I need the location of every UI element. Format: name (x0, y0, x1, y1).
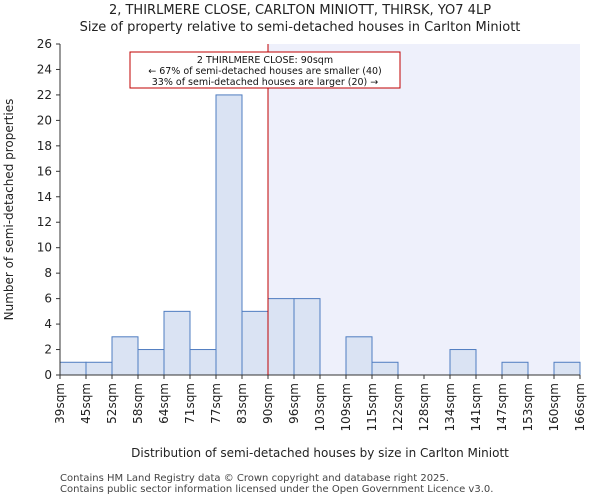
y-axis-label: Number of semi-detached properties (2, 99, 16, 321)
footer-licence: Contains public sector information licen… (60, 484, 494, 495)
x-tick-label: 147sqm (495, 383, 509, 431)
bar-77sqm (215, 94, 243, 376)
x-tick-label: 134sqm (443, 383, 457, 431)
bar-58sqm (137, 349, 165, 376)
x-tick-label: 122sqm (391, 383, 405, 431)
x-tick-label: 71sqm (183, 383, 197, 424)
bar-90sqm (267, 298, 295, 376)
x-tick-label: 115sqm (365, 383, 379, 431)
bar-109sqm (345, 336, 373, 376)
y-tick-label: 18 (37, 139, 52, 153)
x-tick-label: 103sqm (313, 383, 327, 431)
x-tick-label: 77sqm (209, 383, 223, 424)
x-tick-label: 96sqm (287, 383, 301, 424)
x-axis-label: Distribution of semi-detached houses by … (131, 446, 509, 460)
annotation-label: 2 THIRLMERE CLOSE: 90sqm (197, 55, 333, 66)
x-tick-label: 109sqm (339, 383, 353, 431)
y-tick-label: 4 (44, 317, 52, 331)
x-tick-label: 160sqm (547, 383, 561, 431)
y-tick-label: 12 (37, 215, 52, 229)
x-tick-label: 64sqm (157, 383, 171, 424)
x-tick-label: 39sqm (53, 383, 67, 424)
x-tick-label: 166sqm (573, 383, 587, 431)
y-tick-label: 16 (37, 164, 52, 178)
y-tick-label: 0 (44, 368, 52, 382)
x-tick-label: 128sqm (417, 383, 431, 431)
x-tick-label: 45sqm (79, 383, 93, 424)
bars-group (59, 94, 581, 376)
footer-copyright: Contains HM Land Registry data © Crown c… (60, 473, 449, 484)
bar-96sqm (293, 298, 321, 376)
bar-147sqm (501, 361, 529, 376)
bar-71sqm (189, 349, 217, 376)
y-tick-label: 6 (44, 292, 52, 306)
chart-title-address: 2, THIRLMERE CLOSE, CARLTON MINIOTT, THI… (108, 3, 492, 18)
bar-83sqm (241, 310, 269, 376)
annotation-box (129, 51, 401, 89)
bar-134sqm (449, 349, 477, 376)
y-tick-label: 20 (37, 113, 52, 127)
annotation-smaller-text: ← 67% of semi-detached houses are smalle… (148, 66, 382, 77)
bar-64sqm (163, 310, 191, 376)
bar-115sqm (371, 361, 399, 376)
y-tick-label: 22 (37, 88, 52, 102)
bar-160sqm (553, 361, 581, 376)
bar-45sqm (85, 361, 113, 376)
x-tick-label: 153sqm (521, 383, 535, 431)
x-tick-label: 52sqm (105, 383, 119, 424)
bar-39sqm (59, 361, 87, 376)
y-tick-label: 2 (44, 343, 52, 357)
y-tick-label: 26 (37, 37, 52, 51)
bar-52sqm (111, 336, 139, 376)
y-tick-label: 8 (44, 266, 52, 280)
x-tick-label: 83sqm (235, 383, 249, 424)
y-tick-label: 14 (37, 190, 52, 204)
x-tick-label: 58sqm (131, 383, 145, 424)
y-tick-label: 24 (37, 62, 52, 76)
y-tick-label: 10 (37, 241, 52, 255)
chart-subtitle: Size of property relative to semi-detach… (79, 20, 521, 35)
x-tick-label: 90sqm (261, 383, 275, 424)
x-tick-label: 141sqm (469, 383, 483, 431)
annotation-larger-text: 33% of semi-detached houses are larger (… (152, 77, 379, 88)
